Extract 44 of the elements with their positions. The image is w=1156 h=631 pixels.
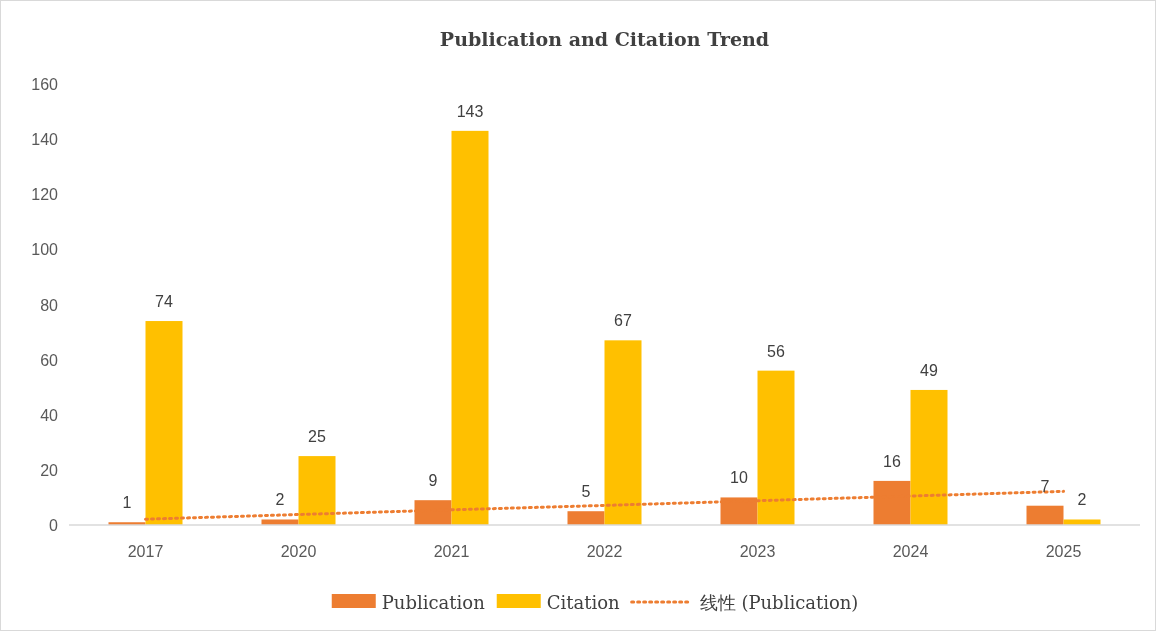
- x-tick-label: 2022: [586, 543, 623, 560]
- bar: [757, 370, 795, 525]
- x-tick-label: 2024: [892, 543, 929, 560]
- y-tick-label: 160: [31, 76, 59, 93]
- data-label: 49: [920, 361, 938, 379]
- bar: [145, 321, 183, 525]
- y-tick-label: 0: [49, 517, 59, 534]
- y-tick-label: 40: [40, 406, 59, 424]
- legend-label: Publication: [381, 592, 486, 613]
- y-tick-label: 140: [31, 131, 59, 149]
- data-label: 143: [456, 102, 484, 120]
- bar: [1063, 519, 1101, 525]
- data-label: 9: [428, 472, 438, 490]
- data-label: 67: [614, 312, 632, 330]
- y-tick-label: 80: [40, 296, 59, 314]
- x-tick-label: 2020: [280, 543, 317, 560]
- data-label: 5: [581, 483, 591, 501]
- data-label: 2: [275, 491, 285, 509]
- data-label: 1: [122, 494, 132, 512]
- bar: [451, 130, 489, 525]
- bar: [298, 456, 336, 525]
- data-label: 56: [767, 342, 785, 360]
- data-label: 7: [1040, 477, 1050, 495]
- bar: [910, 389, 948, 525]
- y-tick-label: 120: [31, 186, 59, 204]
- y-tick-label: 60: [40, 351, 59, 369]
- x-tick-label: 2023: [739, 543, 776, 560]
- legend-label: 线性 (Publication): [699, 592, 859, 613]
- x-tick-label: 2025: [1045, 543, 1082, 560]
- data-label: 10: [730, 469, 748, 487]
- legend-label: Citation: [546, 592, 621, 613]
- data-label: 25: [308, 428, 326, 446]
- bar: [261, 519, 299, 525]
- bar: [1026, 505, 1064, 525]
- y-tick-label: 100: [31, 241, 59, 259]
- bar: [567, 511, 605, 525]
- data-label: 16: [883, 452, 901, 470]
- data-label: 74: [155, 293, 173, 311]
- data-label: 2: [1077, 491, 1087, 509]
- bar: [604, 340, 642, 525]
- x-tick-label: 2017: [127, 543, 164, 560]
- y-tick-label: 20: [40, 461, 59, 479]
- chart-title: Publication and Citation Trend: [439, 28, 770, 50]
- x-tick-label: 2021: [433, 543, 470, 560]
